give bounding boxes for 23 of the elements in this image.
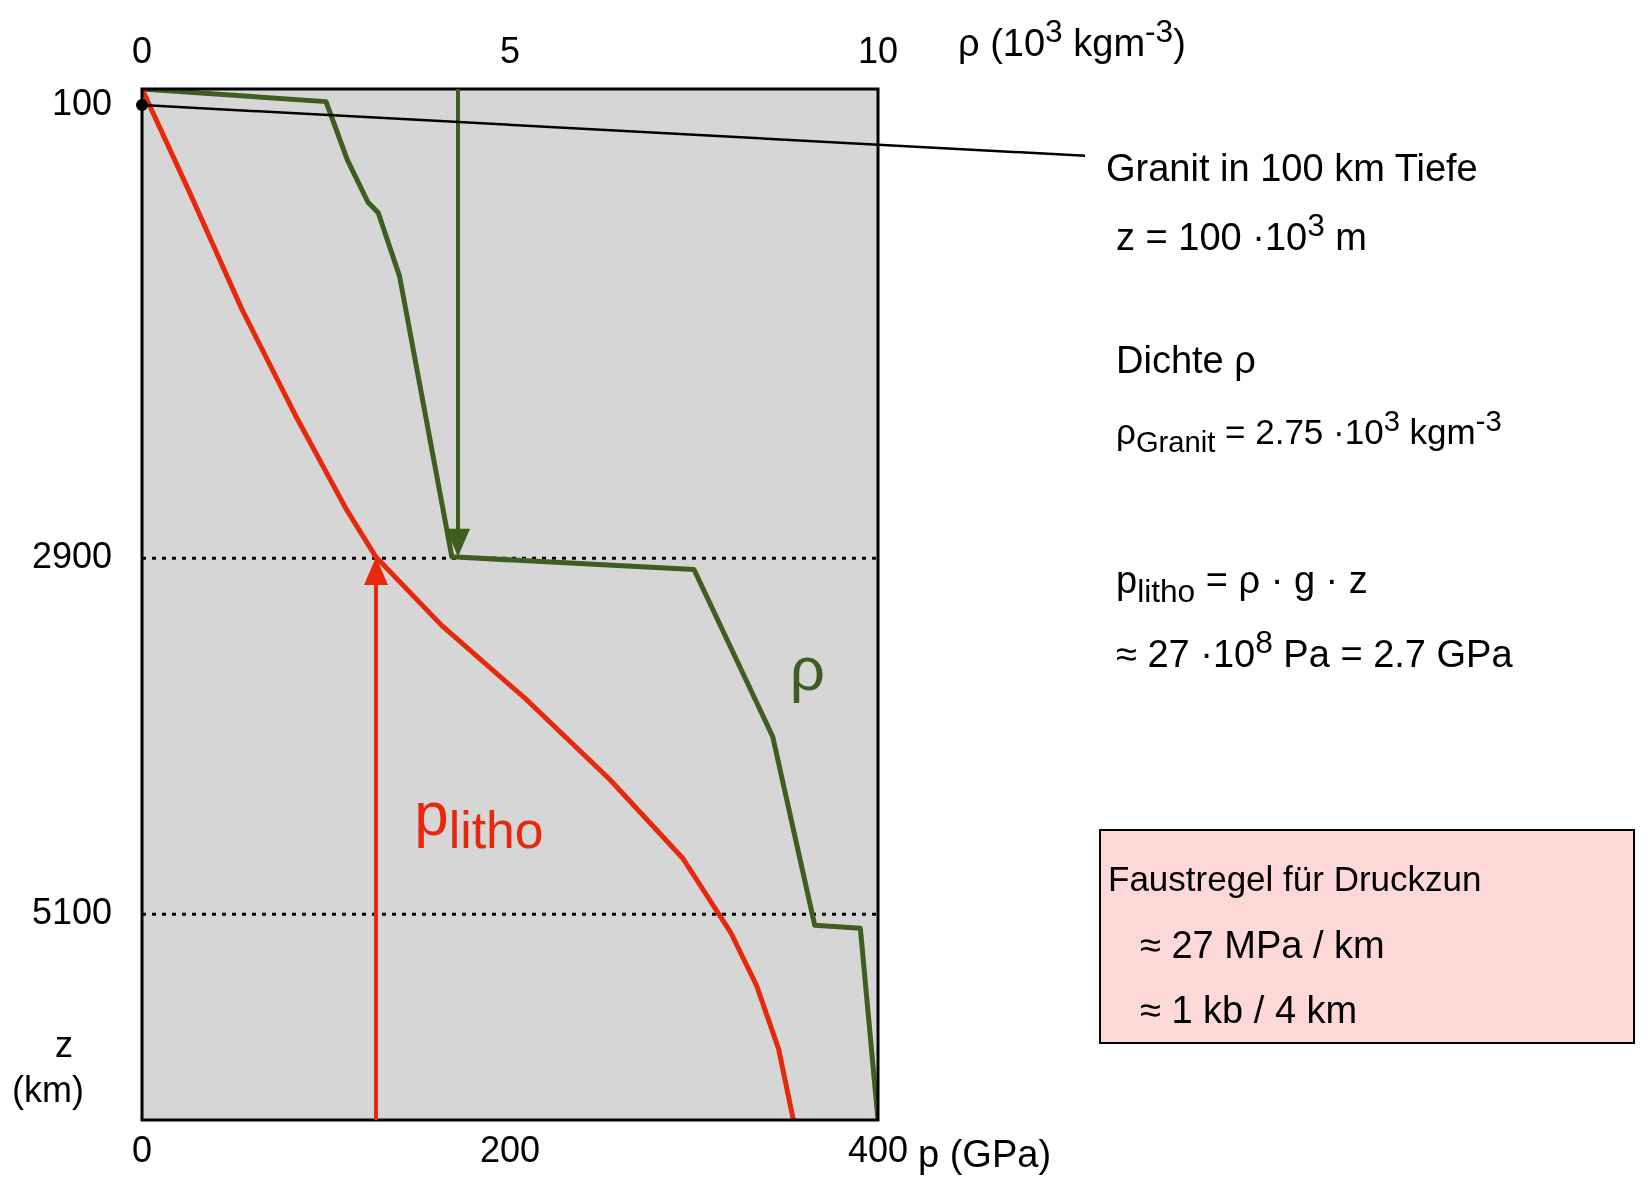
text: ≈ 1 kb / 4 km <box>1140 989 1358 1032</box>
series-label: ρ <box>789 634 825 704</box>
text: Dichte ρ <box>1116 339 1256 382</box>
x2-tick-label: 10 <box>857 30 899 72</box>
y-tick-label: 2900 <box>31 535 112 577</box>
x-tick-label: 400 <box>847 1128 909 1170</box>
text: Faustregel für Druckzun <box>1108 859 1482 899</box>
x-axis-title: p (GPa) <box>918 1133 1052 1176</box>
annotation: Granit in 100 km Tiefe <box>1106 147 1478 190</box>
x2-tick-label: 5 <box>499 30 521 72</box>
text: p$_{litho}$ = ρ · g · z <box>1116 559 1368 609</box>
x2-axis-title: ρ (10$^{3}$ kgm$^{-3}$) <box>958 13 1186 65</box>
text: ≈ 27 ·10$^{8}$ Pa = 2.7 GPa <box>1116 624 1513 676</box>
x2-tick-label: 0 <box>131 30 153 72</box>
text: ≈ 27 MPa / km <box>1140 924 1385 967</box>
x-tick-label: 0 <box>131 1128 153 1170</box>
y-axis-title: z (km) <box>12 1024 84 1110</box>
y-tick-label: 100 <box>51 82 112 124</box>
text: z = 100 ·10$^{3}$ m <box>1116 207 1368 259</box>
x-tick-label: 200 <box>479 1128 541 1170</box>
series-label: p$_{litho}$ <box>414 778 544 860</box>
text: ρ$_{Granit}$ = 2.75 ·10$^{3}$ kgm$^{-3}$ <box>1116 405 1502 458</box>
y-tick-label: 5100 <box>31 891 112 933</box>
